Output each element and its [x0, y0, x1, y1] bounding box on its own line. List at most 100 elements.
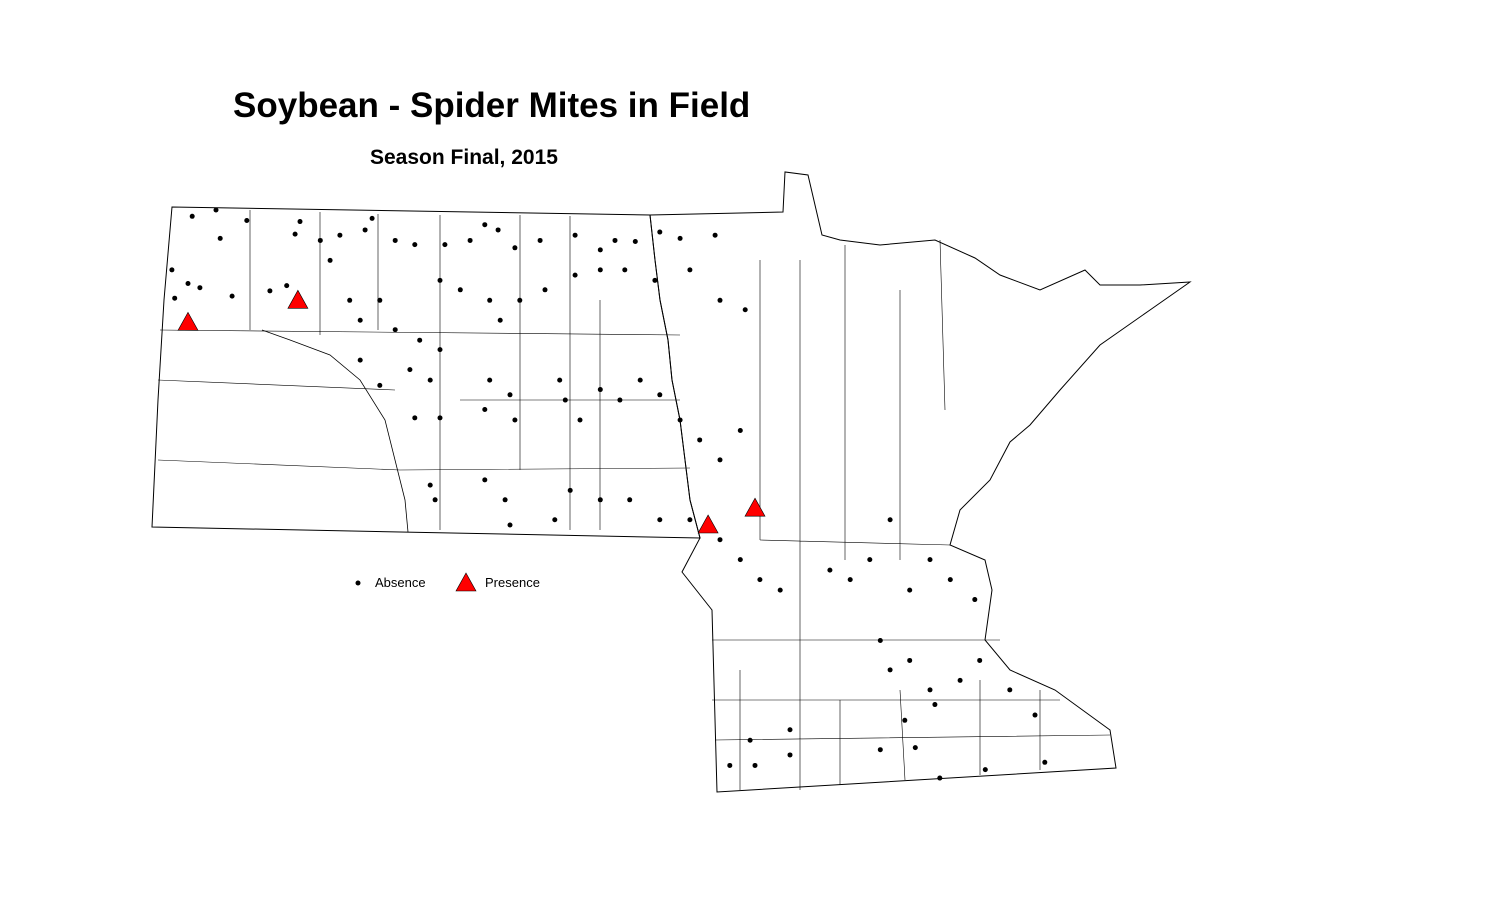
absence-point — [357, 317, 363, 323]
absence-point — [657, 392, 663, 398]
absence-point — [982, 767, 988, 773]
presence-point — [697, 514, 719, 534]
absence-point — [787, 727, 793, 733]
absence-point — [412, 415, 418, 421]
absence-point — [597, 247, 603, 253]
absence-point — [512, 245, 518, 251]
absence-point — [412, 242, 418, 248]
absence-point — [482, 477, 488, 483]
absence-point — [637, 377, 643, 383]
absence-point — [972, 597, 978, 603]
absence-point — [887, 667, 893, 673]
absence-point — [827, 567, 833, 573]
absence-point — [244, 218, 250, 223]
absence-point — [877, 638, 883, 643]
minnesota-outline — [649, 171, 1192, 793]
absence-point — [417, 337, 423, 343]
absence-point — [427, 482, 433, 488]
state-boundaries — [151, 171, 1192, 793]
absence-point — [507, 392, 513, 398]
absence-point — [572, 272, 578, 278]
absence-point — [377, 382, 383, 388]
absence-point — [687, 267, 693, 273]
presence-point — [287, 289, 309, 309]
county-lines — [157, 210, 1111, 790]
absence-point — [932, 702, 938, 708]
absence-point — [687, 517, 693, 523]
presence-point — [744, 497, 766, 517]
absence-point — [937, 775, 943, 781]
absence-point — [627, 497, 633, 503]
absence-point — [737, 557, 743, 563]
absence-point — [717, 457, 723, 463]
absence-point — [652, 277, 658, 283]
absence-point — [169, 267, 175, 273]
absence-point — [727, 762, 733, 768]
absence-point — [777, 587, 783, 593]
absence-point — [407, 367, 413, 373]
absence-point — [737, 428, 743, 433]
legend-absence-label: Absence — [375, 575, 426, 590]
absence-point — [947, 577, 953, 583]
absence-point — [482, 407, 488, 412]
absence-point — [697, 437, 703, 443]
absence-point — [957, 677, 963, 683]
absence-point — [512, 417, 518, 423]
absence-point — [317, 237, 323, 243]
absence-point — [977, 657, 983, 663]
absence-point — [902, 717, 908, 723]
absence-point — [487, 377, 493, 383]
absence-point — [487, 297, 493, 303]
absence-point — [597, 387, 603, 393]
absence-point — [567, 487, 573, 493]
absence-point — [717, 537, 723, 543]
absence-point — [213, 207, 219, 213]
map-title: Soybean - Spider Mites in Field — [233, 86, 751, 125]
absence-point — [229, 293, 235, 299]
absence-point — [427, 377, 433, 383]
absence-point — [742, 307, 748, 313]
absence-point — [557, 377, 563, 383]
absence-point — [677, 417, 683, 423]
absence-point — [577, 417, 583, 423]
presence-points — [177, 289, 766, 534]
absence-point — [197, 285, 203, 291]
absence-point — [337, 232, 343, 238]
absence-point — [437, 415, 443, 421]
absence-point — [657, 229, 663, 235]
absence-point — [267, 288, 273, 294]
absence-point — [632, 239, 638, 244]
absence-point — [369, 215, 375, 221]
absence-point — [297, 219, 303, 225]
absence-point — [432, 497, 438, 503]
absence-point — [542, 287, 548, 293]
absence-point — [327, 257, 333, 263]
absence-point — [757, 577, 763, 583]
absence-point — [927, 557, 933, 563]
absence-point — [907, 587, 913, 593]
absence-point — [712, 232, 718, 238]
absence-point — [562, 397, 568, 403]
absence-point — [217, 235, 223, 241]
absence-point — [747, 737, 753, 743]
absence-point — [787, 752, 793, 758]
absence-point — [442, 242, 448, 248]
absence-point — [292, 231, 298, 237]
absence-point — [912, 745, 918, 751]
absence-point — [437, 347, 443, 353]
absence-point — [927, 687, 933, 693]
absence-point — [189, 213, 195, 219]
absence-point — [1007, 687, 1013, 693]
absence-point — [284, 283, 290, 289]
absence-point — [612, 237, 618, 243]
absence-point — [537, 237, 543, 243]
legend-absence-icon — [355, 580, 361, 586]
absence-point — [847, 577, 853, 583]
absence-point — [495, 227, 501, 233]
absence-point — [347, 297, 353, 303]
absence-point — [572, 232, 578, 238]
absence-point — [377, 297, 383, 303]
absence-point — [502, 497, 508, 503]
north-dakota-outline — [151, 206, 701, 539]
absence-point — [357, 357, 363, 363]
